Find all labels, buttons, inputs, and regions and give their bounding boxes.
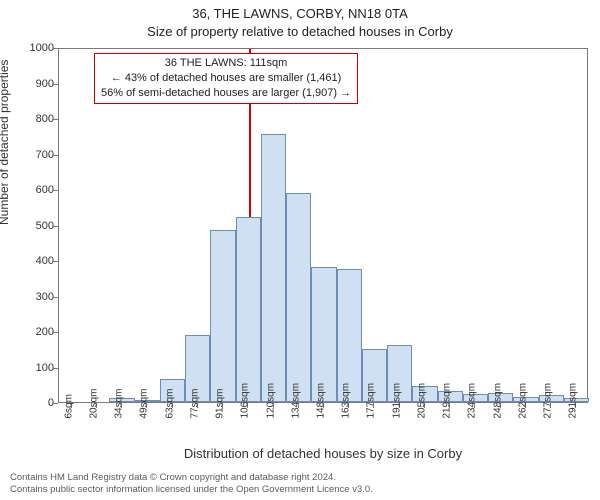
- y-tick-label: 200: [36, 326, 54, 338]
- y-tick-mark: [53, 403, 58, 404]
- y-tick-label: 700: [36, 149, 54, 161]
- y-tick-mark: [53, 190, 58, 191]
- plot-area: 36 THE LAWNS: 111sqm ← 43% of detached h…: [58, 48, 588, 403]
- footer-attribution: Contains HM Land Registry data © Crown c…: [10, 472, 373, 496]
- histogram-bar: [210, 230, 235, 402]
- y-tick-label: 300: [36, 291, 54, 303]
- y-tick-mark: [53, 332, 58, 333]
- y-tick-mark: [53, 297, 58, 298]
- y-tick-mark: [53, 368, 58, 369]
- histogram-bar: [236, 217, 261, 402]
- y-tick-label: 400: [36, 255, 54, 267]
- footer-line1: Contains HM Land Registry data © Crown c…: [10, 472, 373, 484]
- histogram-bar: [286, 193, 311, 402]
- chart-title-sub: Size of property relative to detached ho…: [0, 24, 600, 39]
- y-axis-label: Number of detached properties: [0, 60, 11, 225]
- y-tick-mark: [53, 84, 58, 85]
- chart-title-main: 36, THE LAWNS, CORBY, NN18 0TA: [0, 6, 600, 21]
- footer-line2: Contains public sector information licen…: [10, 484, 373, 496]
- y-tick-mark: [53, 226, 58, 227]
- y-tick-mark: [53, 48, 58, 49]
- annotation-line3: 56% of semi-detached houses are larger (…: [101, 86, 351, 101]
- annotation-box: 36 THE LAWNS: 111sqm ← 43% of detached h…: [94, 53, 358, 104]
- y-tick-label: 600: [36, 184, 54, 196]
- y-tick-mark: [53, 261, 58, 262]
- y-tick-label: 800: [36, 113, 54, 125]
- annotation-line2: ← 43% of detached houses are smaller (1,…: [101, 71, 351, 86]
- histogram-bar: [261, 134, 286, 402]
- y-tick-label: 500: [36, 220, 54, 232]
- histogram-bar: [311, 267, 336, 402]
- x-axis-label: Distribution of detached houses by size …: [58, 446, 588, 461]
- y-tick-label: 1000: [30, 42, 54, 54]
- y-tick-mark: [53, 119, 58, 120]
- y-tick-label: 100: [36, 362, 54, 374]
- y-tick-mark: [53, 155, 58, 156]
- annotation-line1: 36 THE LAWNS: 111sqm: [101, 56, 351, 71]
- y-tick-label: 900: [36, 78, 54, 90]
- chart-container: 36, THE LAWNS, CORBY, NN18 0TA Size of p…: [0, 0, 600, 500]
